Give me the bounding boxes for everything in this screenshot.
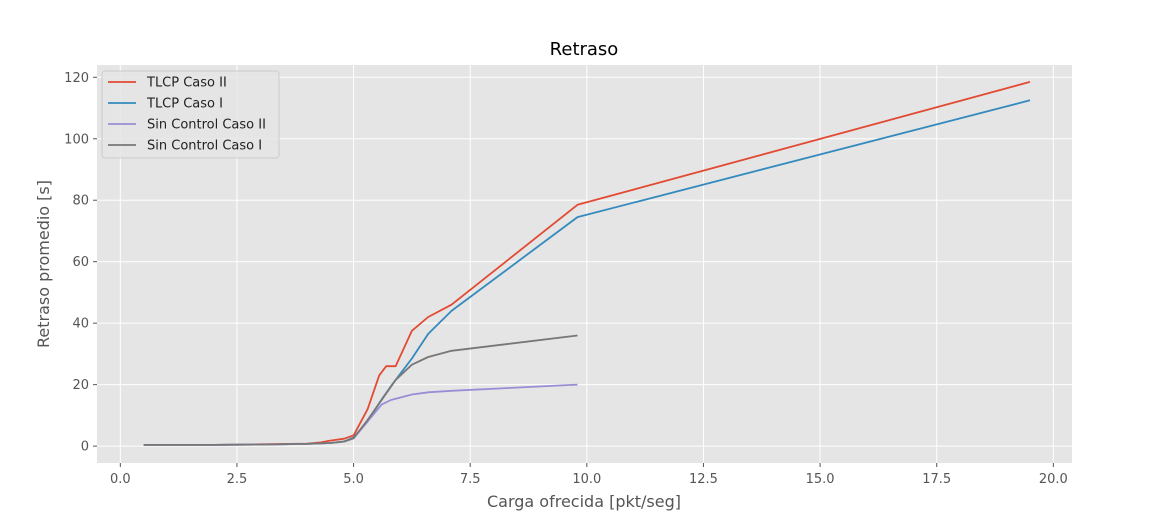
x-axis-ticks: 0.0 2.5 5.0 7.5 10.0 12.5 15.0 17.5 20.0 <box>110 463 1068 487</box>
y-tick-label: 80 <box>72 194 89 209</box>
y-axis-ticks: 0 20 40 60 80 100 120 <box>64 71 97 455</box>
x-tick-label: 2.5 <box>227 472 248 487</box>
x-tick-label: 17.5 <box>922 472 951 487</box>
legend-label: TLCP Caso II <box>146 76 227 91</box>
legend-box <box>101 70 280 159</box>
y-tick-label: 120 <box>64 71 89 86</box>
legend: TLCP Caso II TLCP Caso I Sin Control Caso … <box>101 70 280 159</box>
y-tick-label: 100 <box>64 132 89 147</box>
legend-label: TLCP Caso I <box>146 97 223 112</box>
series-line-4 <box>143 334 578 446</box>
y-tick-label: 0 <box>81 440 89 455</box>
x-tick-label: 15.0 <box>806 472 835 487</box>
grid <box>97 65 1072 463</box>
y-tick-label: 20 <box>72 378 89 393</box>
x-tick-label: 0.0 <box>110 472 131 487</box>
x-axis-label: Carga ofrecida [pkt/seg] <box>487 492 681 511</box>
series-lines <box>143 81 1031 446</box>
legend-label: Sin Control Caso I <box>147 139 262 154</box>
x-tick-label: 12.5 <box>689 472 718 487</box>
x-tick-label: 7.5 <box>460 472 481 487</box>
x-tick-label: 5.0 <box>343 472 364 487</box>
y-tick-label: 60 <box>72 255 89 270</box>
x-tick-label: 20.0 <box>1039 472 1068 487</box>
chart-title: Retraso <box>550 39 619 60</box>
y-tick-label: 40 <box>72 317 89 332</box>
x-tick-label: 10.0 <box>572 472 601 487</box>
legend-label: Sin Control Caso II <box>147 118 266 133</box>
y-axis-label: Retraso promedio [s] <box>34 180 53 348</box>
